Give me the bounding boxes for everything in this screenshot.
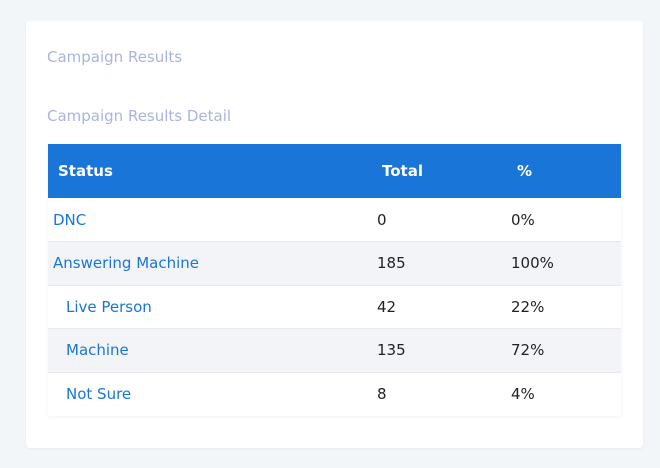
table-row: DNC 0 0% [48, 198, 621, 242]
row-total: 42 [377, 297, 397, 316]
row-total: 0 [377, 210, 387, 229]
status-link-dnc[interactable]: DNC [53, 210, 87, 229]
table-row: Answering Machine 185 100% [48, 241, 621, 285]
row-total: 185 [377, 254, 406, 273]
row-total: 8 [377, 385, 387, 403]
header-total: Total [382, 162, 423, 180]
card-title: Campaign Results [47, 48, 183, 66]
table-row: Not Sure 8 4% [48, 372, 621, 416]
row-percent: 4% [511, 385, 535, 403]
header-status: Status [58, 162, 113, 180]
table-row: Live Person 42 22% [48, 285, 621, 329]
row-percent: 72% [511, 341, 545, 360]
status-link-live-person[interactable]: Live Person [66, 297, 152, 316]
campaign-results-card: Campaign Results Campaign Results Detail… [26, 21, 643, 448]
row-percent: 22% [511, 297, 545, 316]
table-header-row: Status Total % [48, 144, 621, 198]
row-percent: 100% [511, 254, 554, 273]
status-link-answering-machine[interactable]: Answering Machine [53, 254, 200, 273]
table-row: Machine 135 72% [48, 328, 621, 372]
header-percent: % [517, 162, 533, 180]
results-table: Status Total % DNC 0 0% Answering Machin… [48, 144, 621, 416]
row-percent: 0% [511, 210, 535, 229]
section-title: Campaign Results Detail [47, 107, 232, 125]
status-link-not-sure[interactable]: Not Sure [66, 385, 132, 403]
row-total: 135 [377, 341, 406, 360]
status-link-machine[interactable]: Machine [66, 341, 129, 360]
